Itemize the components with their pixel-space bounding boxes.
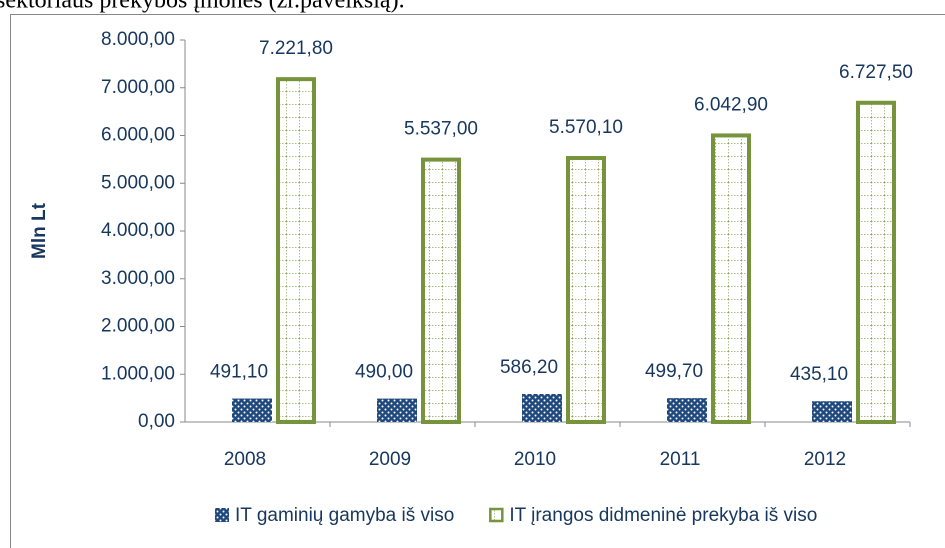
bar: [711, 133, 751, 424]
chart-border: [10, 14, 945, 548]
x-tick-label: 2010: [514, 449, 556, 470]
value-label: 499,70: [645, 361, 703, 382]
bar: [566, 156, 606, 425]
x-tick-label: 2011: [660, 449, 701, 470]
value-label: 490,00: [355, 362, 413, 383]
y-tick-label: 4.000,00: [101, 220, 175, 241]
value-label: 491,10: [210, 362, 268, 383]
y-tick-label: 8.000,00: [101, 29, 175, 50]
value-label: 7.221,80: [259, 38, 333, 59]
value-label: 6.727,50: [839, 62, 913, 83]
y-tick-label: 2.000,00: [101, 316, 175, 337]
y-axis-title: Mln Lt: [29, 202, 50, 259]
bar: [856, 100, 896, 424]
bar: [377, 398, 417, 422]
legend-swatch: [215, 508, 229, 522]
bar: [522, 394, 562, 422]
value-label: 5.537,00: [404, 119, 478, 140]
y-tick-label: 7.000,00: [101, 77, 175, 98]
x-tick-label: 2008: [224, 449, 266, 470]
y-tick-label: 5.000,00: [101, 172, 175, 193]
caption: sektoriaus prekybos įmonės (žr.paveikslą…: [0, 0, 405, 14]
value-label: 5.570,10: [549, 117, 623, 138]
y-tick-label: 6.000,00: [101, 125, 175, 146]
legend-label: IT gaminių gamyba iš viso: [235, 505, 454, 526]
value-label: 6.042,90: [694, 94, 768, 115]
bar: [232, 398, 272, 422]
bar: [812, 401, 852, 422]
x-tick-label: 2012: [804, 449, 846, 470]
value-label: 435,10: [790, 364, 848, 385]
legend-swatch: [489, 507, 504, 523]
x-tick-label: 2009: [369, 449, 411, 470]
bar: [667, 398, 707, 422]
bar: [421, 157, 461, 424]
y-tick-label: 0,00: [138, 411, 175, 432]
y-tick-label: 3.000,00: [101, 268, 175, 289]
value-label: 586,20: [500, 357, 558, 378]
bar: [276, 77, 316, 424]
y-tick-label: 1.000,00: [101, 363, 175, 384]
legend-label: IT įrangos didmeninė prekyba iš viso: [509, 505, 817, 526]
